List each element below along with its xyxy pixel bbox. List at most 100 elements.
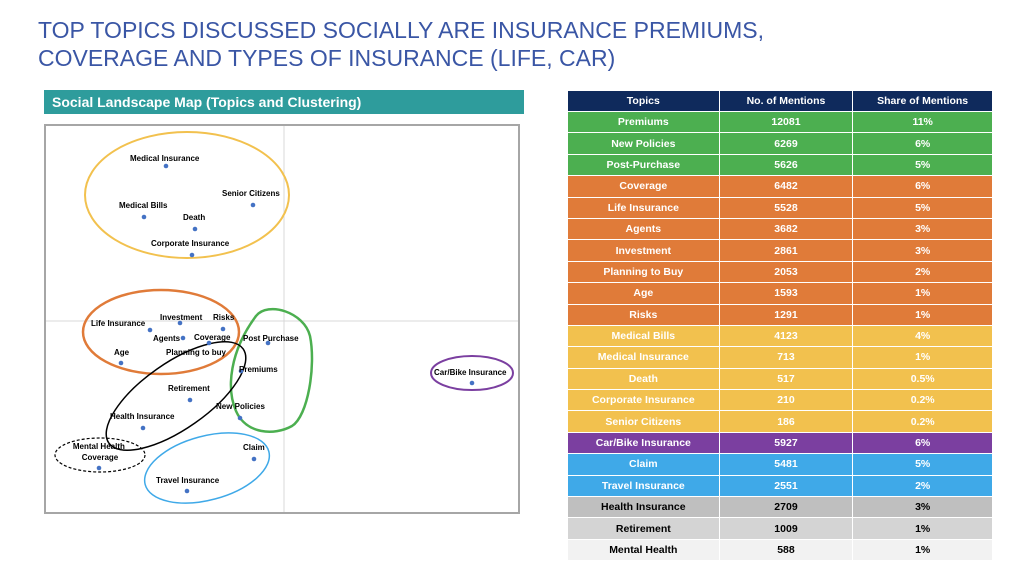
cell-mentions: 5626 [718,153,854,177]
cell-topic: Coverage [567,175,720,198]
travel-cluster [143,432,271,504]
cell-topic: Claim [567,453,720,476]
cell-topic: Death [567,367,720,391]
cell-topic: Car/Bike Insurance [567,431,720,455]
cell-mentions: 12081 [718,110,854,134]
cell-share: 4% [852,324,993,348]
point-risks [220,326,226,332]
cell-topic: Life Insurance [567,196,720,219]
cell-share: 2% [852,474,993,498]
car-cluster [430,355,514,391]
col-header-topics: Topics [567,90,720,112]
label-mental-health-line-2: Coverage [82,453,119,462]
cell-share: 6% [852,132,993,155]
cell-mentions: 6269 [718,132,854,155]
cell-topic: Risks [567,303,720,326]
cell-share: 5% [852,196,993,219]
cell-share: 5% [852,453,993,476]
point-investment [177,320,183,326]
cell-topic: Travel Insurance [567,474,720,498]
point-post-purchase [265,340,271,346]
label-risks: Risks [213,313,235,322]
table-row: Medical Insurance 713 1% [567,346,993,369]
purchase-cluster [229,307,314,433]
cell-mentions: 5927 [718,431,854,455]
label-medical-insurance: Medical Insurance [130,154,200,163]
retirement-cluster [105,341,247,451]
cell-share: 2% [852,260,993,284]
slide-title-line-2: COVERAGE AND TYPES OF INSURANCE (LIFE, C… [38,45,616,71]
cell-topic: Medical Bills [567,324,720,348]
cell-topic: Age [567,282,720,305]
cell-share: 1% [852,303,993,326]
cell-mentions: 2709 [718,496,854,519]
table-row: Corporate Insurance 210 0.2% [567,389,993,412]
point-corporate-insurance [189,252,195,258]
label-coverage: Coverage [194,333,231,342]
map-header: Social Landscape Map (Topics and Cluster… [44,90,524,114]
label-agents: Agents [153,334,181,343]
cell-share: 11% [852,110,993,134]
label-age: Age [114,348,130,357]
point-new-policies [237,415,243,421]
point-travel-insurance [184,488,190,494]
cell-share: 6% [852,175,993,198]
cell-share: 3% [852,239,993,262]
table-row: New Policies 6269 6% [567,132,993,155]
cell-topic: Mental Health [567,538,720,562]
cell-mentions: 3682 [718,217,854,241]
label-retirement: Retirement [168,384,210,393]
cell-topic: Agents [567,217,720,241]
table-row: Senior Citizens 186 0.2% [567,410,993,433]
point-claim [251,456,257,462]
cell-mentions: 2861 [718,239,854,262]
cell-share: 0.2% [852,389,993,412]
label-planning-to-buy: Planning to buy [166,348,227,357]
cell-topic: Investment [567,239,720,262]
cell-share: 3% [852,496,993,519]
table-body: Premiums 12081 11% New Policies 6269 6% Post-P… [567,110,993,562]
label-premiums: Premiums [239,365,278,374]
slide-title: TOP TOPICS DISCUSSED SOCIALLY ARE INSURA… [38,16,938,72]
table-row: Health Insurance 2709 3% [567,496,993,519]
cell-share: 0.5% [852,367,993,391]
table-row: Car/Bike Insurance 5927 6% [567,431,993,455]
cell-topic: Retirement [567,517,720,540]
cell-mentions: 517 [718,367,854,391]
cell-topic: Premiums [567,110,720,134]
point-death [192,226,198,232]
topics-table: Topics No. of Mentions Share of Mentions… [567,90,993,562]
label-health-insurance: Health Insurance [110,412,175,421]
cell-share: 1% [852,538,993,562]
label-claim: Claim [243,443,265,452]
cell-mentions: 6482 [718,175,854,198]
cell-mentions: 2053 [718,260,854,284]
cell-topic: Planning to Buy [567,260,720,284]
table-row: Post-Purchase 5626 5% [567,153,993,177]
cell-mentions: 588 [718,538,854,562]
map-canvas: Medical Insurance Senior Citizens Medica… [46,126,518,512]
col-header-mentions: No. of Mentions [718,90,854,112]
point-age [118,360,124,366]
table-row: Agents 3682 3% [567,217,993,241]
point-health-insurance [140,425,146,431]
life-cluster [81,288,241,376]
cell-share: 1% [852,282,993,305]
table-row: Retirement 1009 1% [567,517,993,540]
table-row: Risks 1291 1% [567,303,993,326]
cell-topic: Senior Citizens [567,410,720,433]
cell-topic: New Policies [567,132,720,155]
cell-topic: Medical Insurance [567,346,720,369]
cell-mentions: 713 [718,346,854,369]
point-mental-health-coverage [96,465,102,471]
mental-health-cluster [54,437,146,473]
table-row: Premiums 12081 11% [567,110,993,134]
cell-mentions: 186 [718,410,854,433]
table-row: Coverage 6482 6% [567,175,993,198]
cell-share: 5% [852,153,993,177]
table-row: Investment 2861 3% [567,239,993,262]
cell-share: 1% [852,346,993,369]
cell-topic: Post-Purchase [567,153,720,177]
cell-topic: Corporate Insurance [567,389,720,412]
table-row: Mental Health 588 1% [567,538,993,562]
